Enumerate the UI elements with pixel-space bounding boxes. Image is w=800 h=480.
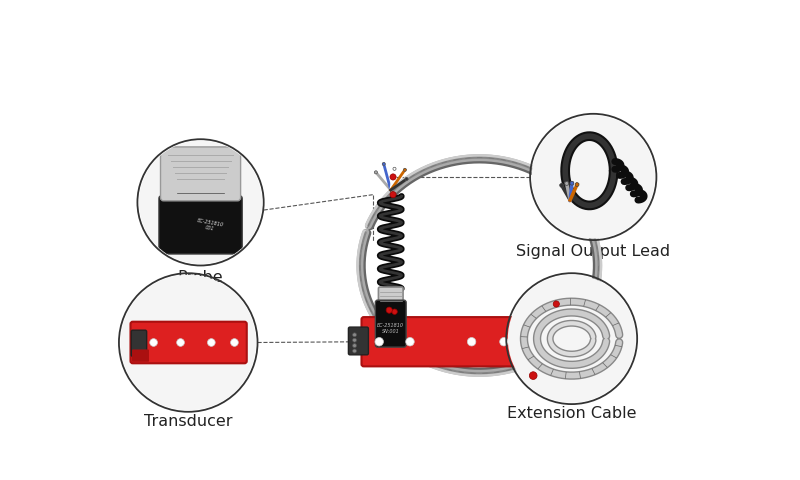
Circle shape (554, 301, 559, 307)
Circle shape (374, 171, 378, 174)
FancyBboxPatch shape (362, 317, 524, 366)
Circle shape (467, 337, 476, 346)
Text: Transducer: Transducer (144, 414, 233, 429)
FancyBboxPatch shape (375, 300, 406, 347)
Circle shape (207, 339, 215, 347)
Circle shape (565, 181, 569, 185)
Text: Probe: Probe (178, 270, 223, 285)
Text: EC-251810
001: EC-251810 001 (195, 218, 224, 233)
Circle shape (177, 339, 184, 347)
FancyBboxPatch shape (132, 349, 149, 362)
Circle shape (353, 338, 357, 342)
Circle shape (560, 183, 564, 187)
Circle shape (405, 178, 408, 180)
Text: Signal Output Lead: Signal Output Lead (516, 244, 670, 259)
Circle shape (230, 339, 238, 347)
Circle shape (500, 337, 508, 346)
FancyBboxPatch shape (349, 327, 369, 355)
Circle shape (353, 344, 357, 348)
Circle shape (390, 192, 396, 198)
Circle shape (139, 141, 262, 264)
Circle shape (570, 181, 574, 185)
Circle shape (406, 337, 414, 346)
Circle shape (353, 349, 357, 353)
Circle shape (353, 333, 357, 337)
FancyBboxPatch shape (520, 324, 537, 358)
Circle shape (375, 337, 383, 346)
Circle shape (382, 162, 386, 166)
Circle shape (575, 183, 579, 187)
Circle shape (508, 275, 636, 403)
FancyBboxPatch shape (131, 330, 146, 356)
FancyBboxPatch shape (159, 195, 242, 254)
Circle shape (532, 115, 655, 239)
Circle shape (121, 275, 256, 410)
FancyBboxPatch shape (130, 322, 246, 363)
Circle shape (390, 174, 396, 180)
Circle shape (386, 307, 392, 313)
FancyBboxPatch shape (161, 147, 241, 201)
Circle shape (393, 167, 396, 170)
Text: EC-251810
SN:001: EC-251810 SN:001 (378, 323, 404, 334)
FancyBboxPatch shape (378, 287, 403, 304)
Circle shape (530, 372, 537, 380)
Circle shape (392, 309, 398, 314)
Circle shape (403, 168, 406, 171)
Text: Extension Cable: Extension Cable (507, 406, 637, 421)
Circle shape (150, 339, 158, 347)
